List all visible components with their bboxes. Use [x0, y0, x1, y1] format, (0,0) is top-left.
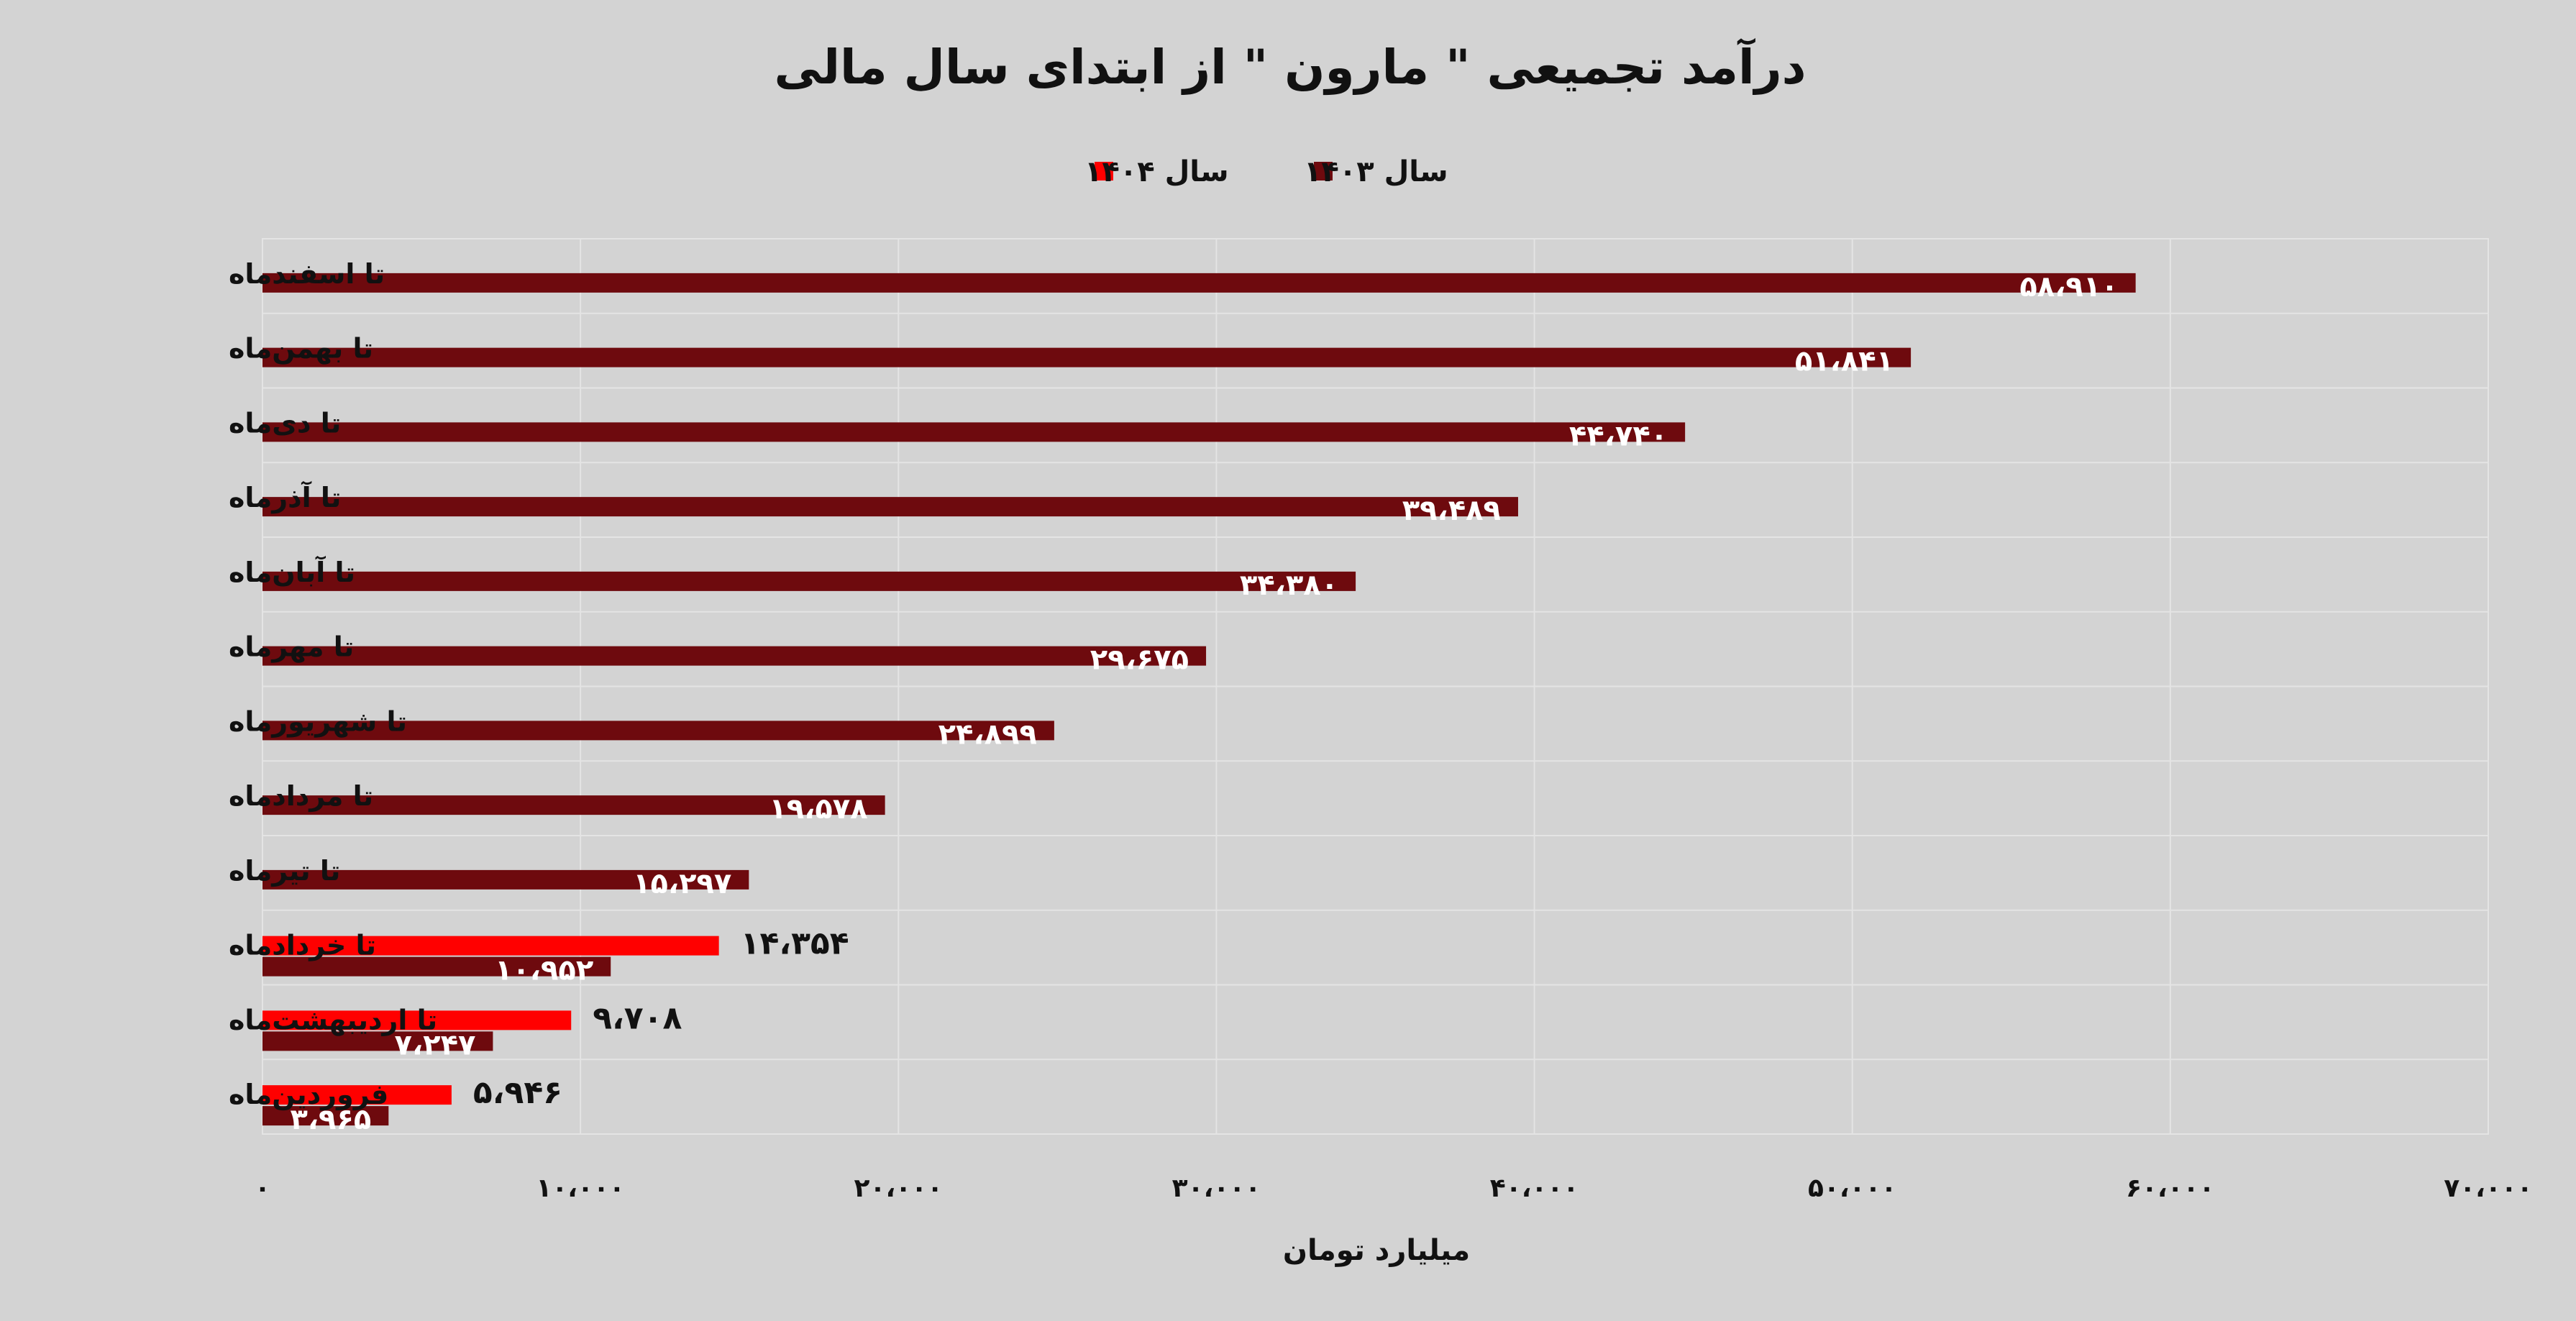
data-label-1403: ۱۹،۵۷۸ [769, 792, 867, 826]
category-label: تا اردیبهشت‌ماه [229, 1004, 437, 1036]
data-label-1403: ۳،۹۶۵ [290, 1103, 371, 1136]
gridlines [262, 239, 2489, 1134]
data-label-1403: ۲۴،۸۹۹ [938, 718, 1037, 751]
bar-1403 [262, 956, 611, 977]
bar-1403 [262, 1031, 493, 1051]
legend-label: سال ۱۴۰۳ [1304, 155, 1448, 188]
data-label-1404: ۵،۹۴۶ [473, 1074, 562, 1111]
category-label: تا خردادماه [229, 930, 376, 961]
x-tick-label: ۵۰،۰۰۰ [1808, 1174, 1897, 1203]
category-label: تا شهریورماه [229, 705, 407, 737]
chart-title: درآمد تجمیعی " مارون " از ابتدای سال مال… [775, 37, 1807, 96]
x-tick-label: ۴۰،۰۰۰ [1490, 1174, 1579, 1203]
x-tick-label: ۷۰،۰۰۰ [2444, 1174, 2533, 1203]
category-label: تا بهمن‌ماه [229, 333, 373, 365]
x-tick-label: ۶۰،۰۰۰ [2126, 1174, 2215, 1203]
x-tick-label: ۰ [255, 1174, 270, 1203]
legend-swatch [1314, 162, 1333, 180]
data-label-1403: ۲۹،۶۷۵ [1090, 644, 1189, 677]
x-axis-ticks: ۰ ۱۰،۰۰۰ ۲۰،۰۰۰ ۳۰،۰۰۰ ۴۰،۰۰۰ ۵۰،۰۰۰ ۶۰،۰۰۰ ۷۰،… [255, 1174, 2533, 1203]
category-label: تا تیرماه [229, 855, 340, 887]
bar-1403 [262, 646, 1207, 666]
legend-swatch [1095, 162, 1113, 180]
bar-1404 [262, 1085, 452, 1105]
category-label: فروردین‌ماه [229, 1079, 388, 1111]
category-label: تا اسفندماه [229, 258, 385, 290]
bar-1403 [262, 422, 1686, 442]
legend-label: سال ۱۴۰۴ [1084, 155, 1229, 188]
data-label-1403: ۷،۲۴۷ [395, 1028, 476, 1061]
data-label-1403: ۳۴،۳۸۰ [1240, 569, 1338, 602]
category-label: تا دی‌ماه [229, 407, 341, 439]
bar-1403 [262, 795, 885, 815]
data-label-1404: ۹،۷۰۸ [593, 1000, 682, 1036]
bar-1403 [262, 721, 1054, 741]
category-labels: تا اسفندماه تا بهمن‌ماه تا دی‌ماه تا آذرماه… [229, 258, 437, 1111]
bar-1404 [262, 936, 719, 956]
bar-1403 [262, 347, 1912, 367]
bar-1403 [262, 497, 1518, 517]
x-tick-label: ۳۰،۰۰۰ [1172, 1174, 1261, 1203]
data-label-1403: ۱۰،۹۵۲ [495, 954, 593, 987]
bar-1403 [262, 571, 1356, 591]
bar-1403 [262, 1106, 389, 1126]
bar-1404 [262, 1010, 572, 1030]
data-label-1403: ۱۵،۲۹۷ [633, 867, 731, 900]
data-label-1403: ۵۸،۹۱۰ [2019, 270, 2118, 303]
x-axis-title: میلیارد تومان [1283, 1234, 1470, 1267]
category-label: تا آذرماه [229, 480, 341, 513]
category-label: تا مردادماه [229, 780, 373, 812]
category-label: تا مهرماه [229, 631, 354, 663]
x-tick-label: ۱۰،۰۰۰ [536, 1174, 625, 1203]
data-label-1403: ۵۱،۸۴۱ [1795, 345, 1894, 378]
data-label-1403: ۴۴،۷۴۰ [1569, 419, 1668, 452]
bars: ۵۸،۹۱۰ ۵۱،۸۴۱ ۴۴،۷۴۰ ۳۹،۴۸۹ ۳۴،۳۸۰ ۲۹،۶۷۵ ۲۴،۸… [262, 270, 2136, 1136]
x-tick-label: ۲۰،۰۰۰ [854, 1174, 944, 1203]
category-label: تا آبان‌ماه [229, 555, 355, 588]
legend: سال ۱۴۰۳ سال ۱۴۰۴ [1084, 155, 1448, 188]
bar-1403 [262, 273, 2136, 293]
data-label-1404: ۱۴،۳۵۴ [741, 925, 849, 962]
data-label-1403: ۳۹،۴۸۹ [1402, 494, 1501, 527]
bar-1403 [262, 869, 749, 890]
